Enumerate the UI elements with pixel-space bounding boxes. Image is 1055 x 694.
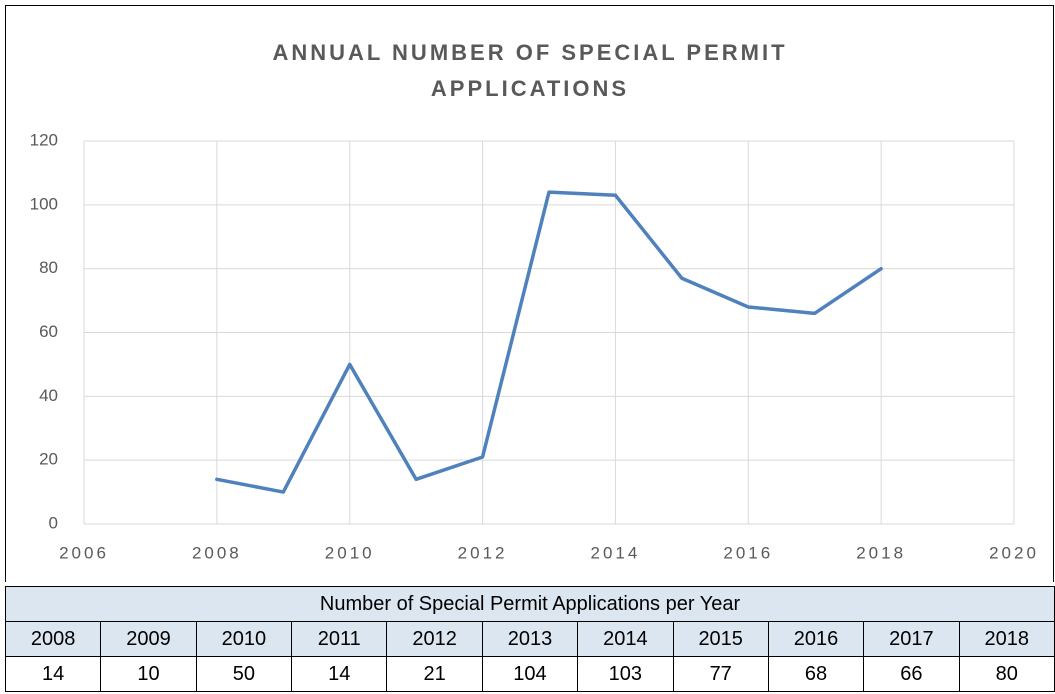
header-cell: 2011 [291,621,388,657]
y-tick-label: 20 [39,450,58,469]
table-header-row: 2008 2009 2010 2011 2012 2013 2014 2015 2016 2017… [4,621,1055,657]
table-cell: 14 [291,656,388,692]
table-cell: 21 [386,656,483,692]
header-cell: 2014 [577,621,674,657]
table-cell: 68 [767,656,865,692]
header-cell: 2016 [767,621,865,657]
y-tick-label: 100 [30,194,58,213]
header-cell: 2017 [863,621,960,657]
y-tick-label: 40 [39,386,58,405]
y-tick-label: 120 [30,130,58,149]
y-tick-label: 60 [39,322,58,341]
table-cell: 77 [672,656,769,692]
x-tick-label: 2016 [723,543,773,562]
table-cell: 103 [577,656,674,692]
table-cell: 104 [481,656,579,692]
header-cell: 2015 [672,621,769,657]
table-cell: 80 [958,656,1055,692]
y-tick-label: 0 [49,513,58,532]
table-row: 14 10 50 14 21 104 103 77 68 66 80 [4,656,1055,692]
x-tick-label: 2014 [591,543,641,562]
data-table: Number of Special Permit Applications pe… [4,586,1055,692]
table-cell: 66 [863,656,960,692]
header-cell: 2012 [386,621,483,657]
chart: 0 20 40 60 80 100 120 2006 2008 2010 2012 2014 2016 2… [30,130,1039,562]
header-cell: 2018 [958,621,1055,657]
table-cell: 10 [100,656,197,692]
chart-frame [5,5,1054,582]
header-cell: 2010 [195,621,293,657]
x-tick-label: 2012 [458,543,508,562]
header-cell: 2013 [481,621,579,657]
chart-title: ANNUAL NUMBER OF SPECIAL PERMIT APPLICAT… [272,40,788,101]
x-tick-label: 2018 [856,543,906,562]
table-title-row: Number of Special Permit Applications pe… [5,586,1055,622]
table-cell: 14 [4,656,102,692]
y-tick-label: 80 [39,258,58,277]
header-cell: 2009 [100,621,197,657]
header-cell: 2008 [4,621,102,657]
x-tick-label: 2008 [192,543,242,562]
table-title: Number of Special Permit Applications pe… [5,586,1055,622]
x-tick-label: 2006 [59,543,109,562]
data-line [215,190,883,494]
x-tick-label: 2010 [325,543,375,562]
table-cell: 50 [195,656,293,692]
x-tick-label: 2020 [989,543,1039,562]
